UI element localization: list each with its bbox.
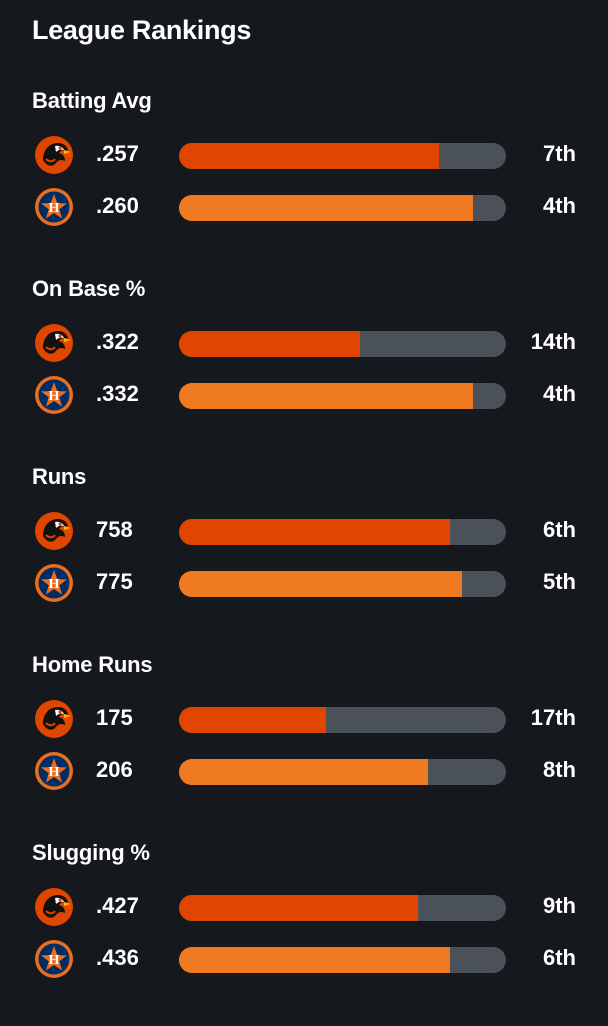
ranking-bar-track <box>179 759 506 785</box>
team-stat-row-astros: H .260 4th <box>0 186 608 226</box>
ranking-bar-track <box>179 947 506 973</box>
svg-text:H: H <box>49 201 60 216</box>
stat-value: 758 <box>96 517 133 542</box>
league-rank: 6th <box>543 945 576 970</box>
stat-value: 206 <box>96 757 133 782</box>
svg-text:H: H <box>49 953 60 968</box>
league-rank: 9th <box>543 893 576 918</box>
team-stat-row-orioles: .257 7th <box>0 134 608 174</box>
ranking-bar-fill <box>179 707 327 733</box>
ranking-bar-fill <box>179 519 451 545</box>
league-rank: 8th <box>543 757 576 782</box>
league-rank: 14th <box>530 329 576 354</box>
ranking-section: Batting Avg .257 7th H .260 4th <box>0 86 608 274</box>
ranking-bar-track <box>179 707 506 733</box>
orioles-bird-logo-icon <box>34 511 74 551</box>
ranking-bar-fill <box>179 195 474 221</box>
ranking-bar-track <box>179 519 506 545</box>
stat-value: .436 <box>96 945 139 970</box>
ranking-bar-track <box>179 383 506 409</box>
orioles-bird-logo-icon <box>34 323 74 363</box>
ranking-bar-fill <box>179 331 361 357</box>
astros-star-logo-icon: H <box>34 187 74 227</box>
ranking-section: Home Runs 175 17th H 206 8th <box>0 650 608 838</box>
league-rank: 6th <box>543 517 576 542</box>
page-title: League Rankings <box>32 15 252 45</box>
ranking-section: On Base % .322 14th H .332 4th <box>0 274 608 462</box>
ranking-section: Runs 758 6th H 775 5th <box>0 462 608 650</box>
stat-value: .322 <box>96 329 139 354</box>
orioles-bird-logo-icon <box>34 699 74 739</box>
stat-value: .332 <box>96 381 139 406</box>
orioles-bird-logo-icon <box>34 887 74 927</box>
ranking-section: Slugging % .427 9th H .436 6th <box>0 838 608 1026</box>
league-rank: 17th <box>530 705 576 730</box>
orioles-bird-logo-icon <box>34 135 74 175</box>
section-title: Home Runs <box>32 652 153 677</box>
league-rank: 7th <box>543 141 576 166</box>
team-stat-row-astros: H 206 8th <box>0 750 608 790</box>
ranking-bar-fill <box>179 895 418 921</box>
astros-star-logo-icon: H <box>34 751 74 791</box>
team-stat-row-astros: H .436 6th <box>0 938 608 978</box>
stat-value: 775 <box>96 569 133 594</box>
svg-text:H: H <box>49 577 60 592</box>
section-title: On Base % <box>32 276 146 301</box>
svg-text:H: H <box>49 389 60 404</box>
astros-star-logo-icon: H <box>34 375 74 415</box>
league-rank: 4th <box>543 193 576 218</box>
stat-value: .427 <box>96 893 139 918</box>
section-title: Runs <box>32 464 87 489</box>
ranking-bar-fill <box>179 759 428 785</box>
team-stat-row-astros: H 775 5th <box>0 562 608 602</box>
section-title: Batting Avg <box>32 88 152 113</box>
team-stat-row-orioles: 175 17th <box>0 698 608 738</box>
astros-star-logo-icon: H <box>34 939 74 979</box>
ranking-bar-track <box>179 571 506 597</box>
svg-text:H: H <box>49 765 60 780</box>
ranking-bar-fill <box>179 571 462 597</box>
ranking-bar-track <box>179 895 506 921</box>
stat-value: .257 <box>96 141 139 166</box>
team-stat-row-orioles: 758 6th <box>0 510 608 550</box>
team-stat-row-astros: H .332 4th <box>0 374 608 414</box>
ranking-bar-fill <box>179 143 439 169</box>
stat-value: .260 <box>96 193 139 218</box>
league-rank: 4th <box>543 381 576 406</box>
ranking-bar-track <box>179 331 506 357</box>
league-rank: 5th <box>543 569 576 594</box>
ranking-bar-fill <box>179 947 451 973</box>
team-stat-row-orioles: .322 14th <box>0 322 608 362</box>
ranking-bar-track <box>179 195 506 221</box>
ranking-bar-fill <box>179 383 474 409</box>
section-title: Slugging % <box>32 840 150 865</box>
ranking-bar-track <box>179 143 506 169</box>
astros-star-logo-icon: H <box>34 563 74 603</box>
team-stat-row-orioles: .427 9th <box>0 886 608 926</box>
stat-value: 175 <box>96 705 133 730</box>
